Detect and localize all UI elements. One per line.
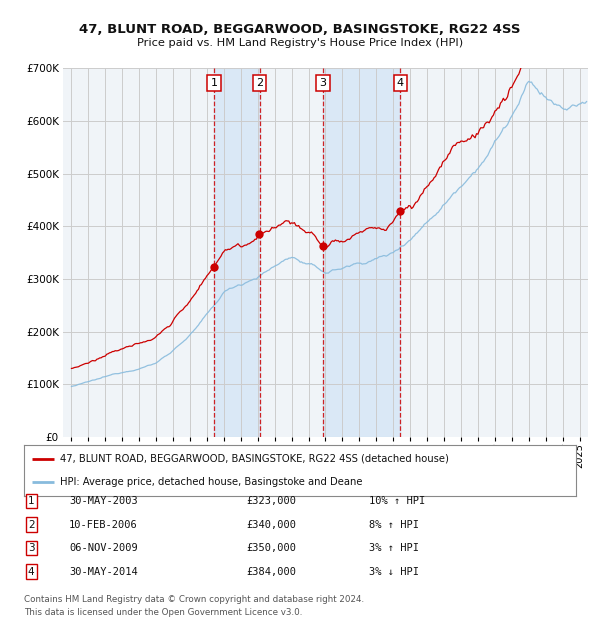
Text: 8% ↑ HPI: 8% ↑ HPI [369,520,419,529]
Text: 1: 1 [28,496,35,506]
Text: 2: 2 [256,78,263,88]
Text: £323,000: £323,000 [246,496,296,506]
Text: 2: 2 [28,520,35,529]
Text: 30-MAY-2003: 30-MAY-2003 [69,496,138,506]
Text: Contains HM Land Registry data © Crown copyright and database right 2024.
This d: Contains HM Land Registry data © Crown c… [24,595,364,617]
Text: £384,000: £384,000 [246,567,296,577]
Bar [323,68,400,437]
Text: 06-NOV-2009: 06-NOV-2009 [69,543,138,553]
Text: 3: 3 [319,78,326,88]
Text: 3: 3 [28,543,35,553]
Text: 1: 1 [211,78,217,88]
Text: £350,000: £350,000 [246,543,296,553]
Text: 47, BLUNT ROAD, BEGGARWOOD, BASINGSTOKE, RG22 4SS: 47, BLUNT ROAD, BEGGARWOOD, BASINGSTOKE,… [79,23,521,36]
Text: Price paid vs. HM Land Registry's House Price Index (HPI): Price paid vs. HM Land Registry's House … [137,38,463,48]
Text: 4: 4 [28,567,35,577]
Text: 47, BLUNT ROAD, BEGGARWOOD, BASINGSTOKE, RG22 4SS (detached house): 47, BLUNT ROAD, BEGGARWOOD, BASINGSTOKE,… [60,454,449,464]
Text: 10% ↑ HPI: 10% ↑ HPI [369,496,425,506]
Text: HPI: Average price, detached house, Basingstoke and Deane: HPI: Average price, detached house, Basi… [60,477,362,487]
Text: 3% ↑ HPI: 3% ↑ HPI [369,543,419,553]
Text: 10-FEB-2006: 10-FEB-2006 [69,520,138,529]
Text: 4: 4 [397,78,404,88]
Text: 3% ↓ HPI: 3% ↓ HPI [369,567,419,577]
Text: 30-MAY-2014: 30-MAY-2014 [69,567,138,577]
Text: £340,000: £340,000 [246,520,296,529]
Bar [214,68,260,437]
